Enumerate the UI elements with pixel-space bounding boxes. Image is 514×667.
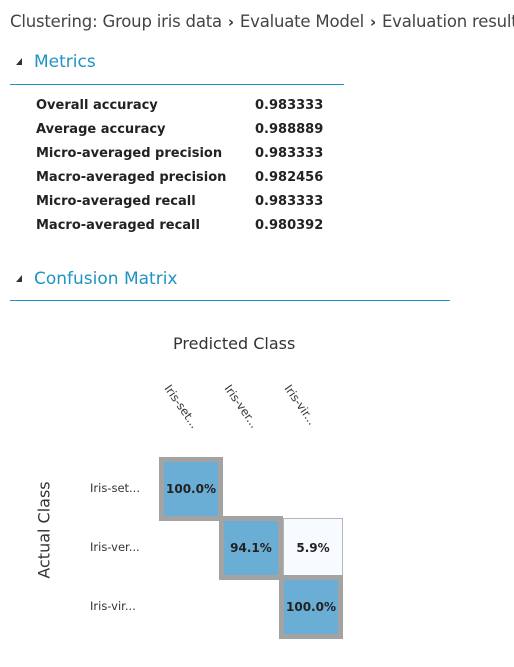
- matrix-cell: 5.9%: [283, 518, 343, 578]
- metric-value: 0.988889: [255, 122, 324, 137]
- actual-class-label: Actual Class: [34, 481, 54, 579]
- row-label: Iris-ver...: [90, 540, 140, 554]
- matrix-cell: 94.1%: [219, 516, 283, 580]
- metrics-divider: [10, 84, 344, 85]
- metric-label: Micro-averaged recall: [36, 194, 196, 209]
- metrics-section-header[interactable]: Metrics: [10, 52, 96, 80]
- column-label: Iris-ver...: [221, 382, 262, 431]
- row-label: Iris-vir...: [90, 599, 136, 613]
- predicted-class-label: Predicted Class: [173, 334, 296, 353]
- metric-label: Overall accuracy: [36, 98, 158, 113]
- metric-row: Macro-averaged precision 0.982456: [36, 170, 356, 192]
- metric-label: Macro-averaged recall: [36, 218, 200, 233]
- confusion-title: Confusion Matrix: [34, 269, 178, 289]
- metric-value: 0.982456: [255, 170, 324, 185]
- breadcrumb-item-current: Evaluation results: [381, 12, 514, 31]
- matrix-cell: 100.0%: [279, 575, 343, 639]
- metric-value: 0.983333: [255, 98, 324, 113]
- metric-label: Macro-averaged precision: [36, 170, 227, 185]
- metric-label: Micro-averaged precision: [36, 146, 223, 161]
- confusion-section-header[interactable]: Confusion Matrix: [10, 269, 178, 297]
- metric-value: 0.980392: [255, 218, 324, 233]
- metric-row: Micro-averaged recall 0.983333: [36, 194, 356, 216]
- metrics-title: Metrics: [34, 52, 96, 72]
- breadcrumb: Clustering: Group iris data › Evaluate Mod…: [10, 12, 514, 36]
- metric-value: 0.983333: [255, 146, 324, 161]
- metric-value: 0.983333: [255, 194, 324, 209]
- confusion-divider: [10, 300, 450, 301]
- metric-label: Average accuracy: [36, 122, 166, 137]
- metric-row: Average accuracy 0.988889: [36, 122, 356, 144]
- collapse-triangle-icon[interactable]: [16, 57, 22, 65]
- breadcrumb-item-experiment[interactable]: Clustering: Group iris data: [10, 12, 222, 31]
- column-label: Iris-vir...: [281, 382, 320, 428]
- breadcrumb-item-module[interactable]: Evaluate Model: [239, 12, 364, 31]
- metric-row: Macro-averaged recall 0.980392: [36, 218, 356, 240]
- metric-row: Micro-averaged precision 0.983333: [36, 146, 356, 168]
- chevron-right-icon: ›: [227, 13, 234, 31]
- matrix-cell: 100.0%: [159, 457, 223, 521]
- column-label: Iris-set...: [161, 382, 202, 431]
- row-label: Iris-set...: [90, 481, 140, 495]
- chevron-right-icon: ›: [369, 13, 376, 31]
- collapse-triangle-icon[interactable]: [16, 274, 22, 282]
- metric-row: Overall accuracy 0.983333: [36, 98, 356, 120]
